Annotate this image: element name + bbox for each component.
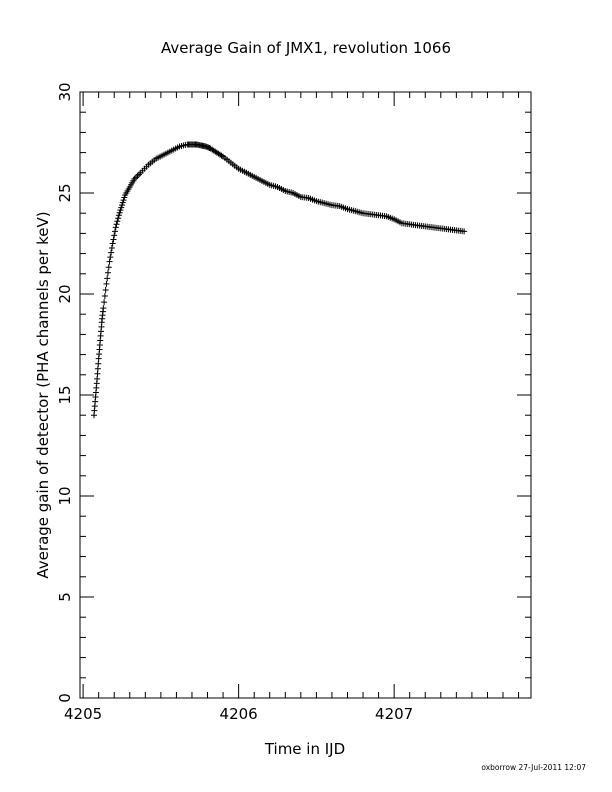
data-point	[103, 280, 110, 287]
y-axis-label: Average gain of detector (PHA channels p…	[34, 211, 52, 578]
data-point	[119, 199, 126, 206]
data-point	[136, 171, 143, 178]
data-point	[115, 215, 122, 222]
data-point	[118, 202, 125, 209]
data-point	[101, 293, 108, 300]
y-tick-label: 30	[56, 82, 74, 101]
data-points	[90, 141, 468, 419]
data-point	[116, 209, 123, 216]
data-point	[94, 370, 101, 377]
data-point	[112, 224, 119, 231]
data-point	[108, 245, 115, 252]
data-point	[461, 228, 468, 235]
data-point	[105, 264, 112, 271]
data-point	[132, 174, 139, 181]
data-point	[108, 249, 115, 256]
y-tick-label: 20	[56, 284, 74, 303]
x-tick-labels: 4205 4206 4207	[64, 705, 413, 723]
data-point	[113, 221, 120, 228]
x-axis-label: Time in IJD	[264, 740, 345, 758]
data-point	[117, 207, 124, 214]
y-tick-label: 10	[56, 486, 74, 505]
data-point	[115, 212, 122, 219]
data-point	[134, 172, 141, 179]
data-point	[110, 236, 117, 243]
y-tick-label: 25	[56, 183, 74, 202]
x-tick-label: 4207	[375, 705, 413, 723]
footer-stamp: oxborrow 27-Jul-2011 12:07	[481, 763, 586, 772]
data-point	[111, 228, 118, 235]
x-tick-label: 4205	[64, 705, 102, 723]
y-tick-labels: 0 5 10 15 20 25 30	[56, 82, 74, 702]
data-point	[100, 305, 107, 312]
data-point	[106, 258, 113, 265]
data-point	[102, 286, 109, 293]
data-point	[109, 240, 116, 247]
data-point	[107, 254, 114, 261]
data-point	[104, 269, 111, 276]
y-tick-label: 15	[56, 385, 74, 404]
data-point	[111, 232, 118, 239]
y-tick-label: 0	[56, 693, 74, 703]
data-point	[104, 275, 111, 282]
data-point	[120, 197, 127, 204]
data-point	[114, 218, 121, 225]
axis-ticks	[80, 91, 531, 699]
x-tick-label: 4206	[220, 705, 258, 723]
data-point	[118, 204, 125, 211]
chart-title: Average Gain of JMX1, revolution 1066	[161, 39, 451, 57]
data-point	[121, 194, 128, 201]
data-point	[94, 365, 101, 372]
data-point	[101, 299, 108, 306]
plot-frame	[79, 91, 532, 699]
data-point	[94, 375, 101, 382]
y-tick-label: 5	[56, 592, 74, 602]
data-point	[95, 360, 102, 367]
